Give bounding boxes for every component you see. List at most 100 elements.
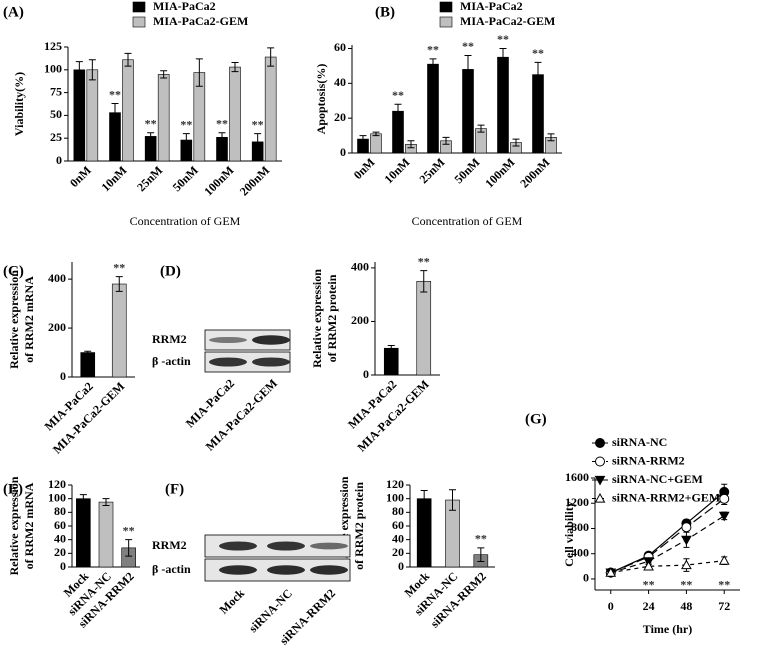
x-axis-label: Concentration of GEM — [130, 214, 241, 228]
error-bar — [407, 140, 415, 149]
significance: ** — [252, 117, 264, 131]
significance: ** — [113, 260, 125, 274]
y-tick-label: 120 — [386, 477, 404, 491]
x-tick-label: 72 — [718, 599, 730, 613]
significance: ** — [109, 87, 121, 101]
error-bar — [449, 489, 456, 511]
y-tick-label: 60 — [392, 518, 404, 532]
point — [605, 567, 617, 577]
y-tick-label: 1600 — [565, 470, 589, 484]
error-bar — [195, 58, 203, 87]
blot-row-label: β -actin — [152, 354, 191, 368]
y-tick-label: 0 — [340, 145, 346, 159]
error-bar — [442, 136, 450, 145]
y-tick-label: 40 — [392, 531, 404, 545]
bar — [497, 56, 509, 154]
x-tick-label: 48 — [680, 599, 692, 613]
point — [718, 511, 730, 522]
error-bar — [147, 132, 155, 141]
y-tick-label: 75 — [50, 84, 62, 98]
panel-label: (B) — [375, 4, 395, 20]
y-tick-label: 1200 — [565, 495, 589, 509]
x-tick-label: 50nM — [451, 155, 482, 186]
y-tick-label: 200 — [48, 320, 66, 334]
y-tick-label: 40 — [54, 531, 66, 545]
x-axis-label: Time (hr) — [643, 622, 692, 636]
x-tick-label: 0 — [608, 599, 614, 613]
panel-label: (C) — [3, 263, 24, 279]
bar — [264, 56, 277, 162]
y-axis-label: of RRM2 protein — [352, 482, 366, 570]
error-bar — [75, 61, 83, 79]
error-bar — [420, 489, 428, 508]
panel-label: (E) — [3, 481, 23, 497]
point — [681, 535, 692, 546]
line — [610, 515, 725, 574]
y-axis-label: Relative expression — [7, 270, 21, 369]
blot-band — [310, 565, 348, 575]
legend-label: siRNA-NC — [612, 435, 667, 449]
panel-label: (D) — [160, 263, 181, 279]
y-axis-label: Cell viability — [562, 501, 576, 567]
blot-band — [209, 336, 247, 344]
bar — [73, 69, 86, 162]
bar — [383, 347, 399, 376]
blot-band — [267, 565, 305, 575]
y-axis-label: Relative expression — [7, 476, 21, 575]
y-tick-label: 0 — [583, 571, 589, 585]
line — [610, 498, 725, 574]
x-tick-label: 200nM — [237, 163, 272, 198]
error-bar — [499, 47, 507, 67]
significance: ** — [497, 32, 509, 46]
x-tick-label: 24 — [643, 599, 655, 613]
error-bar — [254, 133, 262, 151]
y-tick-label: 80 — [392, 504, 404, 518]
blot-band — [310, 542, 348, 550]
bar — [111, 283, 127, 378]
y-tick-label: 25 — [50, 130, 62, 144]
significance: ** — [392, 88, 404, 102]
bar — [86, 69, 99, 162]
significance: ** — [462, 39, 474, 53]
bar — [416, 498, 432, 568]
y-tick-label: 125 — [44, 39, 62, 53]
y-tick-label: 0 — [56, 153, 62, 167]
legend-marker — [594, 492, 606, 503]
point — [643, 560, 654, 571]
error-bar — [372, 131, 380, 137]
error-bar — [547, 133, 555, 142]
significance: ** — [145, 116, 157, 130]
error-bar — [387, 345, 395, 352]
bar — [122, 59, 134, 162]
error-bar — [124, 52, 132, 67]
legend-swatch — [132, 1, 146, 13]
y-axis-label: Apoptosis(%) — [314, 64, 328, 135]
legend-swatch — [132, 16, 146, 28]
error-bar — [420, 270, 428, 293]
x-tick-label: 10nM — [98, 163, 129, 194]
error-bar — [84, 350, 92, 355]
legend-label: siRNA-RRM2+GEM — [612, 490, 720, 504]
significance: ** — [180, 117, 192, 131]
error-bar — [267, 47, 275, 67]
y-axis-label: Viability(%) — [12, 72, 26, 136]
bar — [416, 280, 432, 376]
blot-lane-label: Mock — [216, 586, 247, 617]
error-bar — [111, 103, 119, 123]
blot-band — [252, 335, 290, 345]
x-axis-label: Concentration of GEM — [412, 214, 523, 228]
y-tick-label: 120 — [48, 477, 66, 491]
error-bar — [477, 124, 485, 133]
y-tick-label: 100 — [386, 490, 404, 504]
x-tick-label: 100nM — [482, 155, 517, 190]
y-tick-label: 20 — [54, 545, 66, 559]
error-bar — [477, 547, 485, 563]
bar — [229, 66, 241, 162]
y-tick-label: 400 — [48, 271, 66, 285]
y-tick-label: 50 — [50, 107, 62, 121]
legend-label: MIA-PaCa2-GEM — [153, 14, 248, 28]
error-bar — [115, 276, 123, 292]
error-bar — [218, 132, 226, 143]
y-axis-label: Relative expression — [310, 269, 324, 368]
